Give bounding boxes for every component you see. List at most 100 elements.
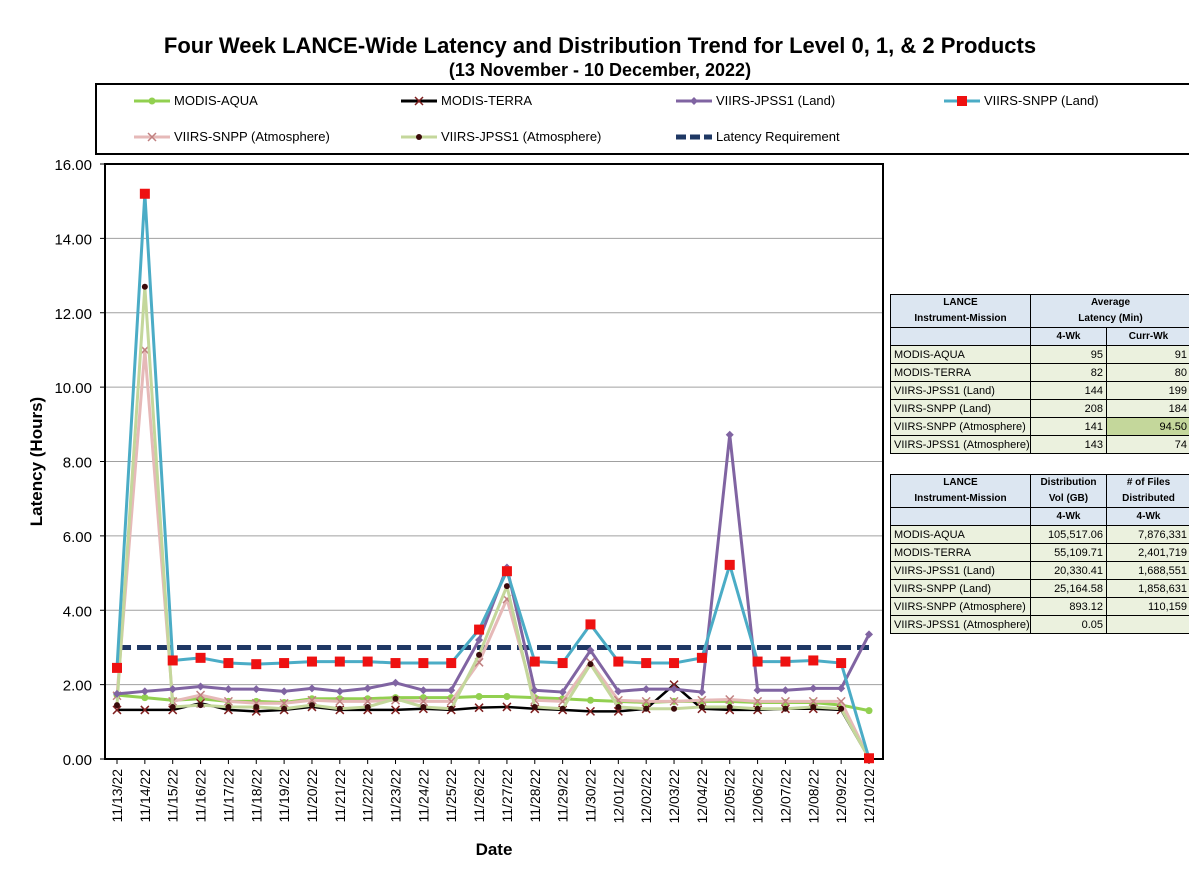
x-axis-title: Date: [476, 840, 513, 859]
data-point: [308, 702, 315, 709]
legend-swatch-icon: [134, 131, 170, 142]
data-point: [780, 696, 790, 706]
x-tick-label: 11/21/22: [332, 769, 348, 823]
data-point: [669, 680, 679, 690]
legend-label: VIIRS-JPSS1 (Atmosphere): [441, 129, 602, 144]
data-point: [753, 686, 762, 695]
legend-label: MODIS-TERRA: [441, 93, 532, 108]
data-point: [139, 188, 150, 199]
data-point: [809, 684, 818, 693]
plot-border: [104, 163, 884, 760]
x-tick-label: 11/16/22: [193, 769, 209, 823]
x-tick-label: 12/10/22: [861, 769, 877, 824]
x-tick-label: 12/04/22: [694, 769, 710, 824]
x-tick-label: 11/23/22: [388, 769, 404, 823]
y-axis-title: Latency (Hours): [27, 397, 46, 526]
legend-label: VIIRS-JPSS1 (Land): [716, 93, 836, 108]
x-tick-label: 11/22/22: [360, 769, 376, 823]
data-point: [334, 656, 345, 667]
data-point: [140, 687, 149, 696]
data-point: [306, 656, 317, 667]
legend-item: Latency Requirement: [674, 129, 840, 144]
x-tick-label: 12/03/22: [666, 769, 682, 824]
x-tick-label: 11/19/22: [276, 769, 292, 823]
data-point: [808, 655, 819, 666]
data-point: [810, 703, 817, 710]
data-point: [753, 696, 763, 706]
data-point: [501, 566, 512, 577]
data-point: [502, 702, 512, 712]
data-point: [613, 706, 623, 716]
x-tick-label: 11/24/22: [415, 769, 431, 823]
x-tick-label: 12/02/22: [638, 769, 654, 824]
data-point: [307, 684, 316, 693]
data-point: [587, 661, 594, 668]
data-point: [420, 703, 427, 710]
data-point: [364, 703, 371, 710]
data-point: [224, 685, 233, 694]
data-point: [670, 685, 679, 694]
series-line: [115, 285, 871, 759]
data-point: [141, 694, 149, 702]
legend-label: Latency Requirement: [716, 129, 840, 144]
data-point: [530, 686, 539, 695]
series-line: [117, 683, 871, 759]
legend-label: VIIRS-SNPP (Atmosphere): [174, 129, 330, 144]
x-tick-label: 11/14/22: [137, 769, 153, 823]
data-point: [865, 630, 873, 639]
data-point: [671, 705, 678, 712]
data-point: [307, 695, 317, 705]
data-point: [697, 688, 706, 697]
x-tick-label: 11/25/22: [443, 769, 459, 823]
legend-label: MODIS-AQUA: [174, 93, 258, 108]
legend-item: MODIS-AQUA: [132, 93, 258, 108]
data-point: [725, 430, 734, 439]
x-tick-label: 12/01/22: [610, 769, 626, 824]
data-point: [362, 656, 373, 667]
data-point: [335, 696, 345, 706]
data-point: [141, 283, 148, 290]
data-point: [726, 703, 733, 710]
data-point: [280, 687, 289, 696]
data-point: [392, 695, 399, 702]
legend-swatch-icon: [401, 133, 437, 140]
data-point: [669, 658, 680, 669]
x-tick-label: 12/07/22: [777, 769, 793, 824]
data-point: [223, 696, 233, 706]
data-point: [615, 703, 622, 710]
y-tick-label: 16.00: [54, 157, 92, 174]
series-line: [115, 192, 871, 759]
data-point: [114, 702, 120, 709]
data-point: [837, 684, 846, 693]
legend-swatch-icon: [676, 134, 712, 139]
x-tick-label: 11/15/22: [165, 769, 181, 823]
x-tick-label: 11/18/22: [248, 769, 264, 823]
x-tick-label: 11/30/22: [582, 769, 598, 823]
data-point: [781, 686, 790, 695]
series-line: [115, 348, 871, 759]
data-point: [642, 685, 651, 694]
legend-item: VIIRS-SNPP (Land): [942, 93, 1099, 108]
data-point: [112, 662, 122, 673]
data-point: [363, 684, 372, 693]
data-point: [167, 655, 178, 666]
data-point: [197, 702, 204, 709]
data-point: [418, 696, 428, 706]
x-tick-label: 12/09/22: [833, 769, 849, 824]
x-tick-label: 11/27/22: [499, 769, 515, 823]
data-point: [251, 659, 262, 670]
data-point: [335, 687, 344, 696]
y-tick-label: 12.00: [54, 306, 92, 323]
y-tick-label: 10.00: [54, 380, 92, 397]
data-point: [586, 696, 594, 704]
data-point: [223, 658, 234, 669]
legend-swatch-icon: [401, 95, 437, 106]
data-point: [614, 687, 623, 696]
data-point: [168, 685, 177, 694]
data-point: [448, 705, 455, 712]
data-point: [196, 690, 206, 700]
y-tick-label: 8.00: [63, 455, 92, 472]
x-tick-label: 12/06/22: [750, 769, 766, 824]
x-tick-label: 11/17/22: [220, 769, 236, 823]
